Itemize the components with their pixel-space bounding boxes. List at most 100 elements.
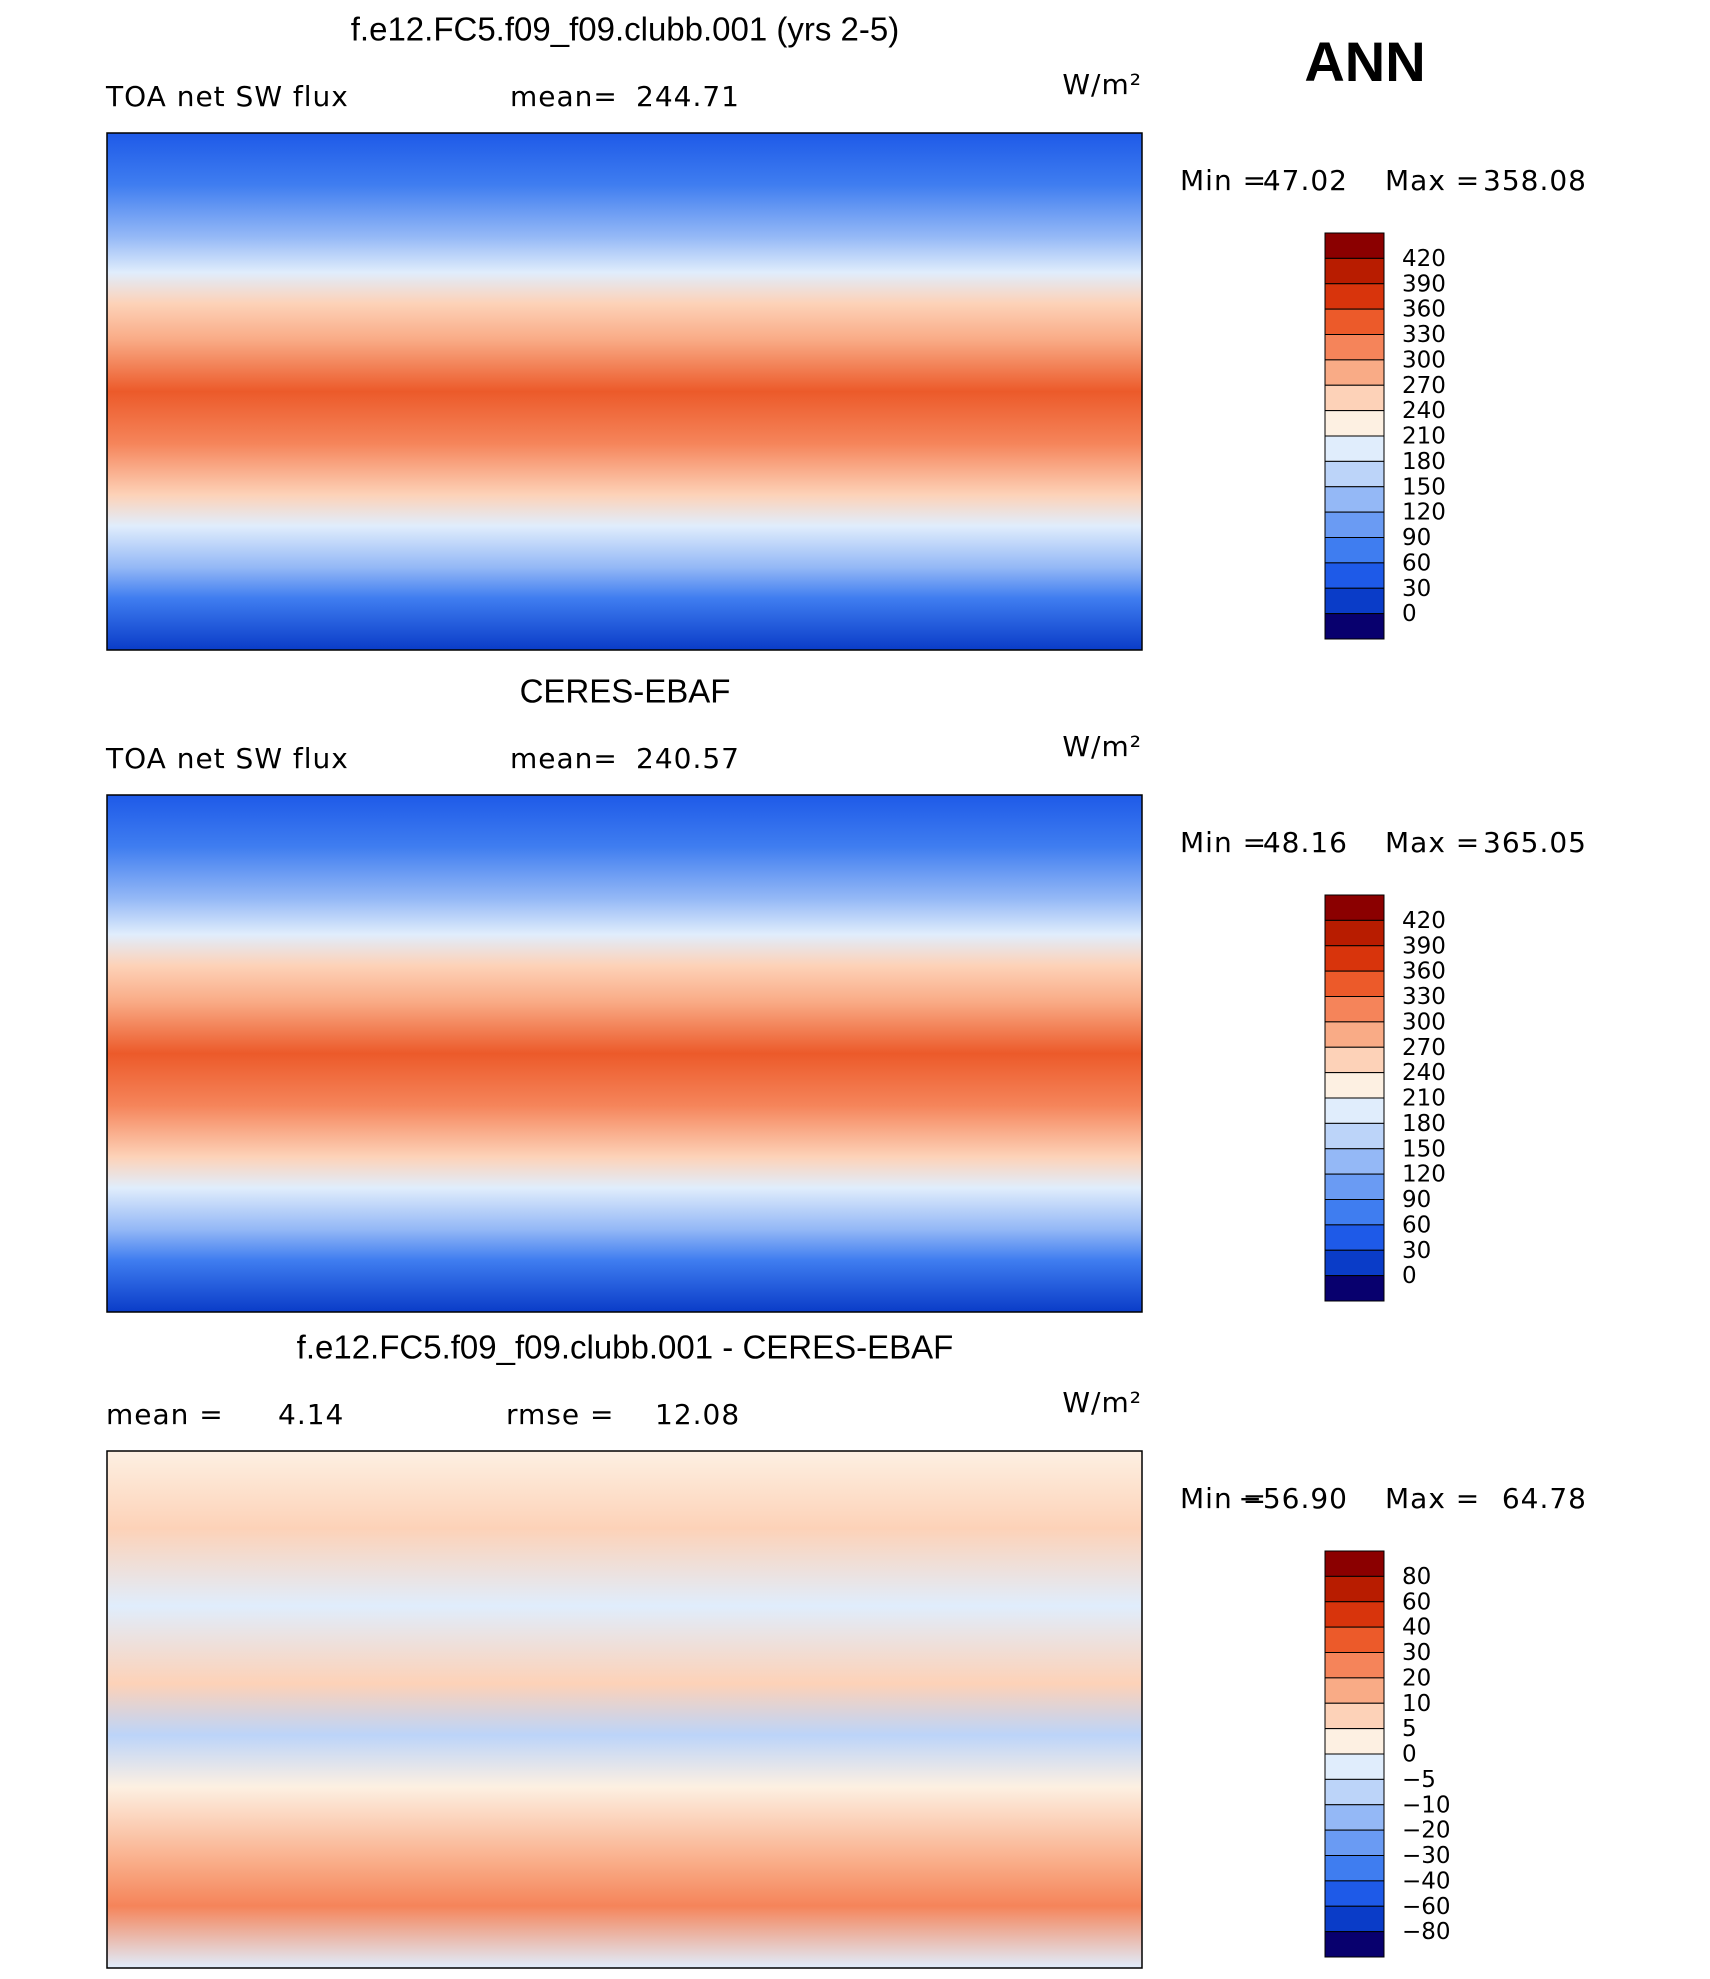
max-value: 358.08	[1483, 164, 1587, 197]
stat-label: rmse =	[506, 1398, 614, 1431]
colorbar-box	[1324, 587, 1385, 615]
colorbar-box	[1324, 435, 1385, 462]
colorbar-label: 120	[1402, 1162, 1446, 1188]
colorbar-label: 390	[1402, 933, 1446, 959]
colorbar-box	[1324, 1575, 1385, 1603]
colorbar-label: 60	[1402, 1212, 1431, 1238]
min-value: −56.90	[1238, 1482, 1348, 1515]
colorbar-label: 150	[1402, 474, 1446, 500]
colorbar-label: 180	[1402, 449, 1446, 475]
colorbar-label: −10	[1402, 1792, 1451, 1818]
max-value: 64.78	[1502, 1482, 1587, 1515]
colorbar-box	[1324, 384, 1385, 412]
colorbar-box	[1324, 1677, 1385, 1704]
colorbar-box	[1324, 1275, 1385, 1302]
colorbar-box	[1324, 1249, 1385, 1277]
colorbar-label: 80	[1402, 1564, 1431, 1590]
colorbar-box	[1324, 919, 1385, 947]
max-label: Max =	[1385, 164, 1480, 197]
colorbar-label: 120	[1402, 500, 1446, 526]
colorbar-box	[1324, 1652, 1385, 1679]
colorbar-box	[1324, 1905, 1385, 1933]
colorbar-label: 360	[1402, 959, 1446, 985]
header-left: TOA net SW flux	[105, 742, 349, 775]
header-left: TOA net SW flux	[105, 80, 349, 113]
suptitle: ANN	[1304, 30, 1425, 93]
colorbar-box	[1324, 1550, 1385, 1577]
colorbar-box	[1324, 1148, 1385, 1175]
colorbar-label: 210	[1402, 424, 1446, 450]
stat-value: 244.71	[636, 80, 740, 113]
stat-value: 240.57	[636, 742, 740, 775]
units: W/m²	[1062, 1386, 1142, 1419]
colorbar-label: 90	[1402, 525, 1431, 551]
colorbar-box	[1324, 562, 1385, 589]
colorbar-label: 330	[1402, 322, 1446, 348]
units: W/m²	[1062, 730, 1142, 763]
colorbar-label: 30	[1402, 576, 1431, 602]
min-label: Min =	[1180, 164, 1267, 197]
colorbar-box	[1324, 308, 1385, 335]
colorbar-box	[1324, 1702, 1385, 1730]
colorbar-label: −20	[1402, 1818, 1451, 1844]
colorbar-box	[1324, 257, 1385, 285]
colorbar-box	[1324, 1072, 1385, 1099]
colorbar-label: 420	[1402, 908, 1446, 934]
colorbar-label: 270	[1402, 373, 1446, 399]
colorbar-label: 0	[1402, 1263, 1417, 1289]
colorbar-label: 40	[1402, 1615, 1431, 1641]
colorbar-label: −40	[1402, 1868, 1451, 1894]
colorbar-label: 90	[1402, 1187, 1431, 1213]
stat-label: mean=	[510, 742, 618, 775]
colorbar-box	[1324, 996, 1385, 1023]
colorbar-label: −5	[1402, 1767, 1436, 1793]
colorbar-label: −80	[1402, 1919, 1451, 1945]
colorbar-label: 30	[1402, 1238, 1431, 1264]
colorbar-box	[1324, 1804, 1385, 1831]
colorbar-box	[1324, 613, 1385, 640]
colorbar-box	[1324, 1778, 1385, 1806]
colorbar-box	[1324, 486, 1385, 513]
colorbar-box	[1324, 945, 1385, 972]
colorbar-box	[1324, 460, 1385, 488]
colorbar-box	[1324, 970, 1385, 997]
colorbar-box	[1324, 1122, 1385, 1150]
max-value: 365.05	[1483, 826, 1587, 859]
colorbar-label: 0	[1402, 601, 1417, 627]
colorbar-label: 5	[1402, 1716, 1417, 1742]
colorbar-box	[1324, 1199, 1385, 1226]
colorbar-box	[1324, 894, 1385, 921]
colorbar-label: 390	[1402, 271, 1446, 297]
panel-title: CERES-EBAF	[520, 673, 731, 710]
colorbar-label: 240	[1402, 398, 1446, 424]
colorbar-label: 60	[1402, 1589, 1431, 1615]
colorbar-box	[1324, 1931, 1385, 1958]
colorbar-box	[1324, 1173, 1385, 1200]
colorbar-label: 270	[1402, 1035, 1446, 1061]
colorbar-label: −60	[1402, 1894, 1451, 1920]
panel-title: f.e12.FC5.f09_f09.clubb.001 - CERES-EBAF	[297, 1329, 954, 1366]
colorbar-label: 20	[1402, 1665, 1431, 1691]
colorbar-box	[1324, 1046, 1385, 1074]
colorbar-box	[1324, 1728, 1385, 1755]
map	[106, 1450, 1143, 1969]
colorbar-label: 240	[1402, 1060, 1446, 1086]
colorbar-box	[1324, 1224, 1385, 1251]
min-label: Min =	[1180, 826, 1267, 859]
min-value: 48.16	[1263, 826, 1348, 859]
colorbar-label: 60	[1402, 550, 1431, 576]
colorbar-box	[1324, 232, 1385, 259]
colorbar-label: −30	[1402, 1843, 1451, 1869]
colorbar-label: 420	[1402, 246, 1446, 272]
header-left-value: 4.14	[278, 1398, 344, 1431]
map	[106, 794, 1143, 1313]
colorbar-label: 300	[1402, 1009, 1446, 1035]
colorbar-box	[1324, 1097, 1385, 1124]
min-value: 47.02	[1263, 164, 1348, 197]
panel-title: f.e12.FC5.f09_f09.clubb.001 (yrs 2-5)	[351, 11, 899, 48]
colorbar-label: 210	[1402, 1086, 1446, 1112]
colorbar-box	[1324, 1829, 1385, 1856]
colorbar-box	[1324, 334, 1385, 361]
colorbar-box	[1324, 283, 1385, 310]
